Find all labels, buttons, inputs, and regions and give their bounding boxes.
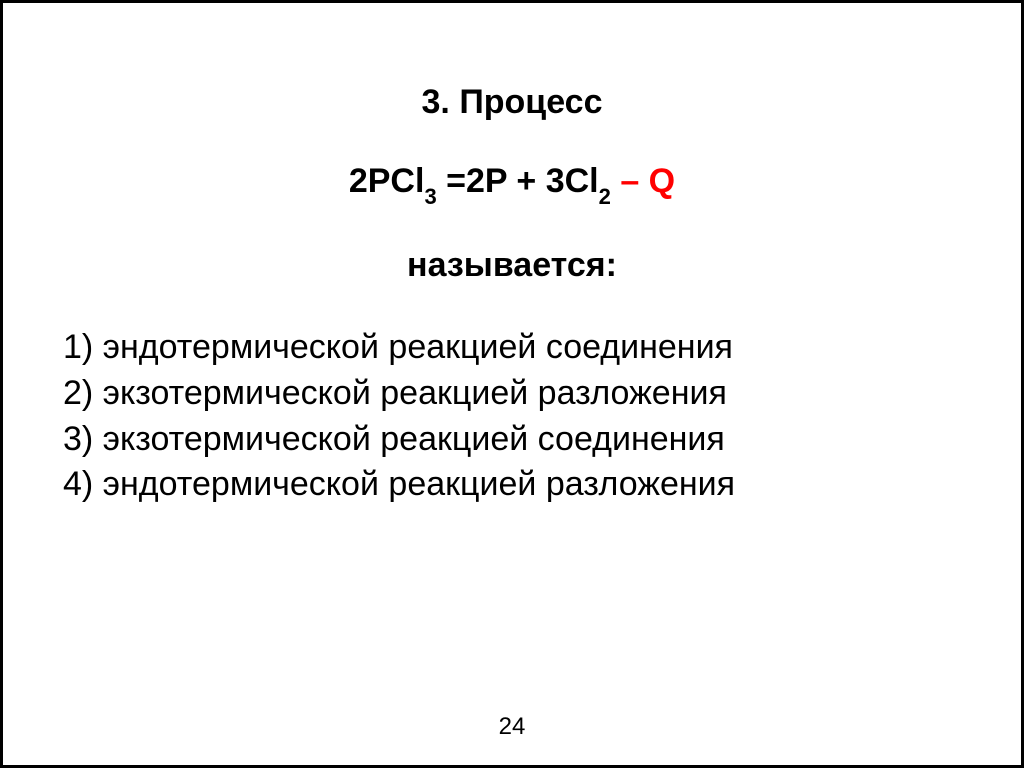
option-2: 2) экзотермической реакцией разложения — [63, 371, 961, 417]
option-1: 1) эндотермической реакцией соединения — [63, 325, 961, 371]
eq-q-term: – Q — [620, 162, 675, 200]
slide-title: 3. Процесс — [63, 83, 961, 122]
slide-subtitle: называется: — [63, 246, 961, 285]
eq-sub-2: 2 — [599, 184, 611, 209]
option-4: 4) эндотермической реакцией разложения — [63, 462, 961, 508]
slide-frame: 3. Процесс 2PCl3 =2P + 3Cl2 – Q называет… — [0, 0, 1024, 768]
option-3: 3) экзотермической реакцией соединения — [63, 417, 961, 463]
eq-part-1: 2PCl — [349, 162, 425, 200]
reaction-equation: 2PCl3 =2P + 3Cl2 – Q — [63, 162, 961, 206]
eq-space — [611, 162, 620, 200]
answer-options: 1) эндотермической реакцией соединения 2… — [63, 325, 961, 509]
page-number: 24 — [3, 713, 1021, 741]
eq-sub-1: 3 — [424, 184, 436, 209]
eq-part-2: =2P + 3Cl — [437, 162, 599, 200]
